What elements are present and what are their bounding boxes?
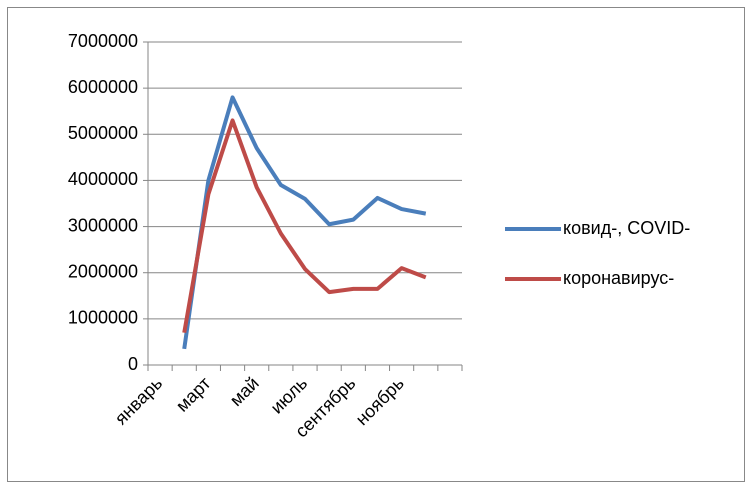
legend-label: ковид-, COVID- <box>563 218 690 238</box>
y-tick-label: 4000000 <box>68 169 138 189</box>
y-tick-label: 3000000 <box>68 215 138 235</box>
y-tick-label: 1000000 <box>68 308 138 328</box>
y-tick-label: 2000000 <box>68 261 138 281</box>
chart-border <box>7 7 745 482</box>
series-line <box>182 95 427 350</box>
y-tick-label: 5000000 <box>68 123 138 143</box>
legend-label: коронавирус- <box>563 268 674 288</box>
y-tick-label: 6000000 <box>68 77 138 97</box>
y-tick-label: 0 <box>128 354 138 374</box>
series-line <box>182 118 427 334</box>
y-tick-label: 7000000 <box>68 31 138 51</box>
